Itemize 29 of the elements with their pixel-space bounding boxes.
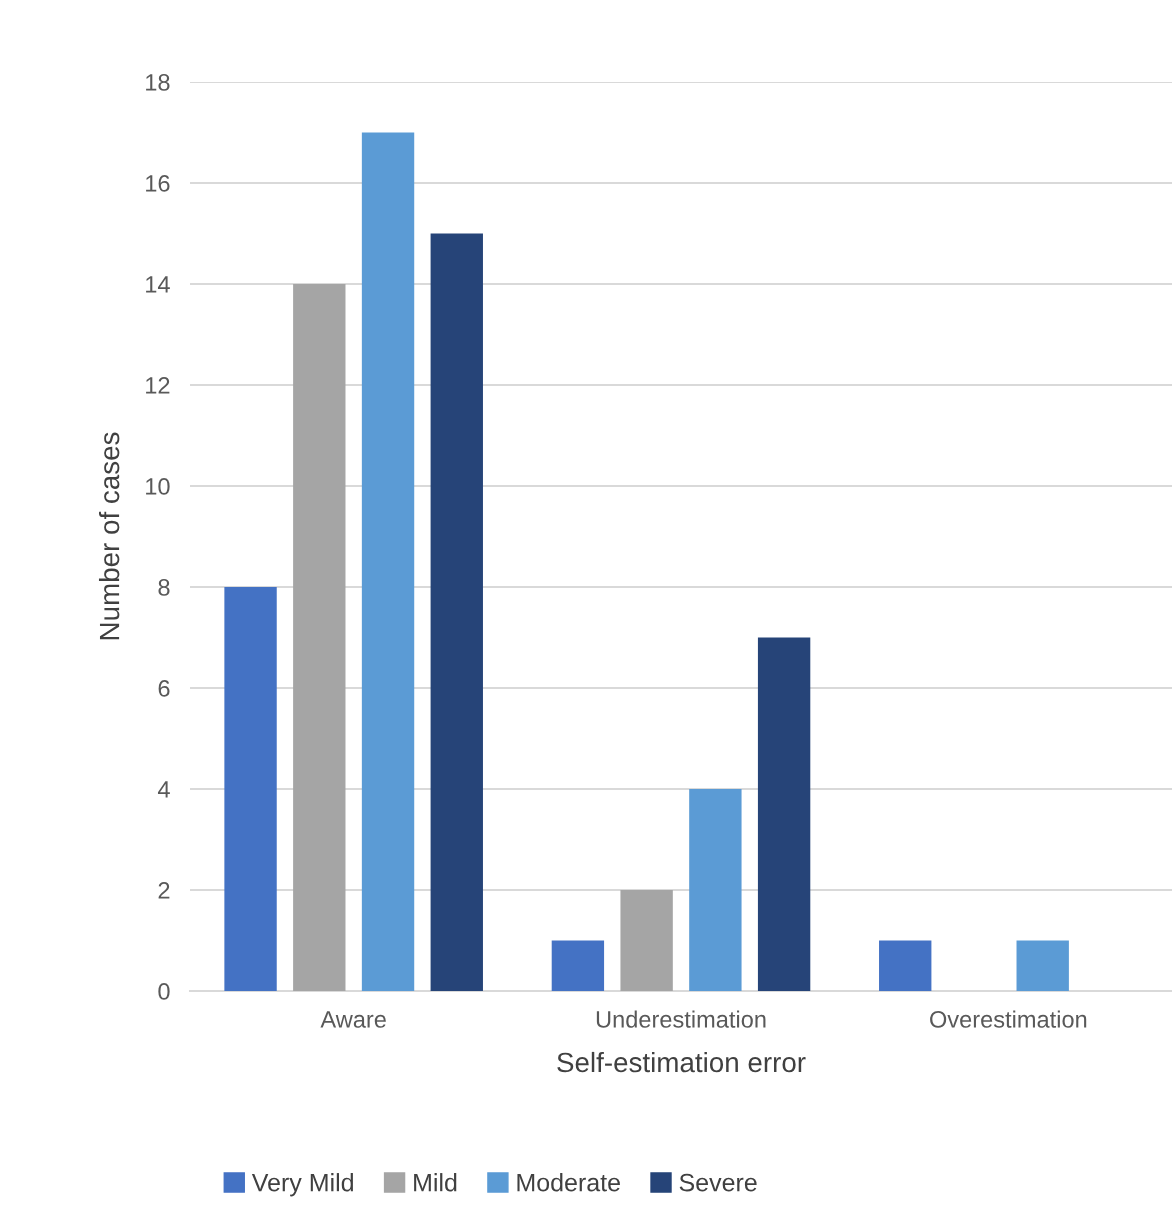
legend-label: Very Mild (251, 1173, 353, 1197)
bar (293, 284, 346, 991)
legend-label: Moderate (517, 1173, 620, 1192)
bar (224, 587, 277, 991)
y-tick-label: 8 (158, 579, 170, 596)
legend-label: Severe (679, 1173, 757, 1192)
bar (757, 637, 811, 991)
y-tick-label: 16 (146, 175, 170, 192)
y-axis-title: Number of cases (98, 432, 120, 640)
y-tick-label: 18 (146, 74, 170, 91)
bar (430, 233, 483, 991)
legend-label: Mild (414, 1173, 457, 1192)
y-tick-label: 6 (158, 680, 170, 697)
y-tick-label: 14 (146, 276, 170, 293)
bar (620, 890, 673, 991)
x-axis-title: Self-estimation error (557, 1051, 806, 1073)
bar (689, 789, 742, 991)
bar (361, 132, 415, 991)
bar (1016, 940, 1069, 991)
y-tick-label: 12 (146, 377, 170, 394)
x-tick-label: Aware (320, 1011, 386, 1028)
x-tick-label: Overestimation (930, 1010, 1087, 1028)
bar (551, 940, 605, 991)
x-tick-label: Underestimation (596, 1010, 766, 1028)
bar (879, 940, 932, 991)
y-tick-label: 4 (157, 781, 170, 798)
y-tick-label: 0 (158, 983, 170, 1000)
y-tick-label: 2 (158, 882, 170, 899)
y-tick-label: 10 (146, 478, 170, 495)
